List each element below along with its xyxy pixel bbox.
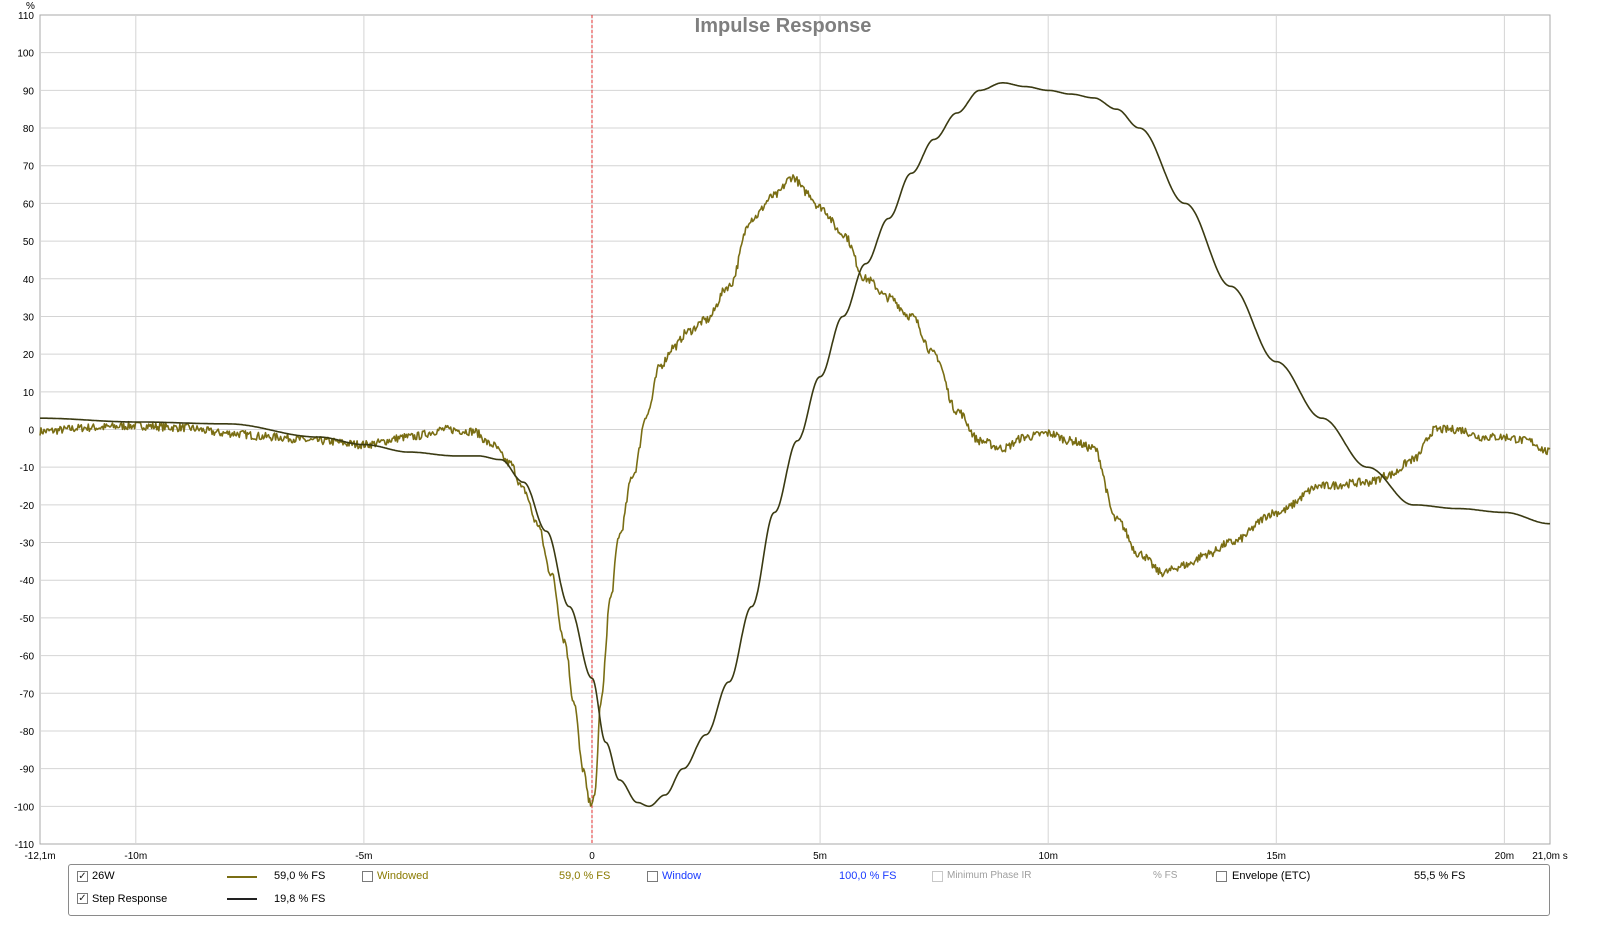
x-tick-label: 5m	[813, 851, 827, 862]
y-tick-label: 100	[17, 49, 34, 60]
x-tick-label: 10m	[1038, 851, 1057, 862]
y-tick-label: 0	[28, 426, 34, 437]
legend-window-label: Window	[662, 870, 702, 882]
series-line-step-response	[40, 82, 1550, 808]
y-tick-label: 70	[23, 162, 35, 173]
y-tick-label: -70	[20, 689, 35, 700]
legend-minimum-phase-label: Minimum Phase IR	[947, 870, 1032, 881]
legend-windowed-value: 59,0 % FS	[559, 870, 611, 882]
x-tick-label: -12,1m	[24, 851, 55, 862]
y-tick-label: -110	[15, 840, 35, 851]
x-tick-label: -5m	[355, 851, 372, 862]
legend-26w-swatch	[227, 876, 257, 878]
y-tick-label: 30	[23, 312, 35, 323]
legend-26w-value: 59,0 % FS	[274, 870, 326, 882]
x-tick-label: 15m	[1267, 851, 1286, 862]
y-axis-ticks: 1101009080706050403020100-10-20-30-40-50…	[14, 11, 34, 851]
y-tick-label: -100	[14, 802, 34, 813]
y-tick-label: -10	[20, 463, 35, 474]
y-tick-label: -30	[20, 539, 35, 550]
x-tick-label: 20m	[1495, 851, 1514, 862]
y-tick-label: 80	[23, 124, 35, 135]
legend-step-response-swatch	[227, 898, 257, 900]
x-tick-label: 0	[589, 851, 595, 862]
legend-26w-label: 26W	[92, 870, 115, 882]
y-tick-label: -50	[20, 614, 35, 625]
y-tick-label: -80	[20, 727, 35, 738]
legend-envelope-value: 55,5 % FS	[1414, 870, 1466, 882]
x-tick-label: 21,0m s	[1532, 851, 1568, 862]
y-tick-label: -90	[20, 765, 35, 776]
series-lines	[39, 82, 1551, 808]
y-tick-label: 60	[23, 199, 35, 210]
y-tick-label: -60	[20, 652, 35, 663]
y-tick-label: 90	[23, 86, 35, 97]
gridlines	[40, 15, 1550, 844]
legend-26w-checkbox[interactable]: ✓	[77, 871, 88, 882]
x-tick-label: -10m	[124, 851, 147, 862]
x-axis-ticks: -12,1m -10m -5m 0 5m 10m 15m 20m 21,0m s	[24, 851, 1567, 862]
legend-minimum-phase-value: % FS	[1153, 870, 1178, 881]
legend-windowed-label: Windowed	[377, 870, 429, 882]
legend-panel: ✓ 26W 59,0 % FS Windowed 59,0 % FS Windo…	[68, 864, 1550, 916]
y-axis-unit: %	[26, 1, 35, 12]
legend-envelope-label: Envelope (ETC)	[1232, 870, 1311, 882]
y-tick-label: 20	[23, 350, 35, 361]
y-tick-label: 10	[23, 388, 35, 399]
y-tick-label: 40	[23, 275, 35, 286]
legend-envelope-checkbox[interactable]	[1216, 871, 1227, 882]
series-line-26w	[39, 174, 1551, 807]
legend-minimum-phase-checkbox[interactable]	[932, 871, 943, 882]
y-tick-label: 50	[23, 237, 35, 248]
legend-step-response-value: 19,8 % FS	[274, 893, 326, 905]
legend-step-response-checkbox[interactable]: ✓	[77, 893, 88, 904]
legend-window-checkbox[interactable]	[647, 871, 658, 882]
chart-title: Impulse Response	[695, 15, 872, 37]
legend-window-value: 100,0 % FS	[839, 870, 897, 882]
y-tick-label: -40	[20, 576, 35, 587]
legend-windowed-checkbox[interactable]	[362, 871, 373, 882]
y-tick-label: -20	[20, 501, 35, 512]
y-tick-label: 110	[18, 11, 34, 22]
legend-step-response-label: Step Response	[92, 893, 168, 905]
